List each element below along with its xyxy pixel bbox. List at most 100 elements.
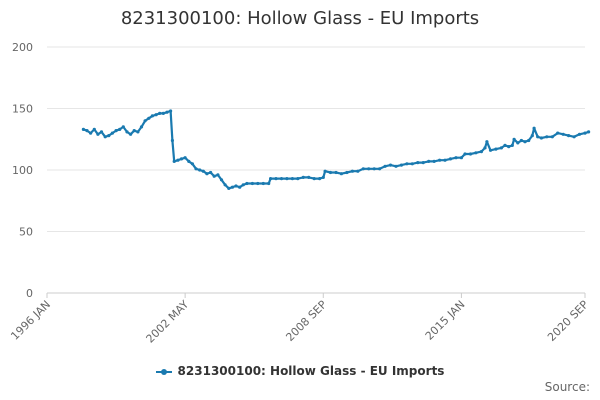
series-line[interactable] <box>83 109 589 190</box>
data-point[interactable] <box>209 170 213 175</box>
data-point[interactable] <box>503 143 507 147</box>
data-point[interactable] <box>212 174 216 178</box>
data-point[interactable] <box>296 177 300 181</box>
data-point[interactable] <box>183 156 187 160</box>
data-point[interactable] <box>312 177 316 181</box>
data-point[interactable] <box>510 143 514 147</box>
data-point[interactable] <box>361 167 365 171</box>
data-point[interactable] <box>301 175 305 179</box>
data-point[interactable] <box>483 146 487 150</box>
data-point[interactable] <box>567 134 571 138</box>
data-point[interactable] <box>89 131 93 135</box>
data-point[interactable] <box>170 138 174 143</box>
data-point[interactable] <box>488 148 493 152</box>
data-point[interactable] <box>334 170 338 175</box>
data-point[interactable] <box>219 178 224 182</box>
data-point[interactable] <box>443 158 447 162</box>
data-point[interactable] <box>227 186 231 190</box>
data-point[interactable] <box>427 159 431 163</box>
data-point[interactable] <box>169 109 173 113</box>
data-point[interactable] <box>107 134 111 138</box>
legend[interactable]: 8231300100: Hollow Glass - EU Imports <box>0 364 600 378</box>
data-point[interactable] <box>536 135 540 139</box>
data-point[interactable] <box>136 130 140 134</box>
data-point[interactable] <box>583 131 587 135</box>
data-point[interactable] <box>143 119 147 123</box>
data-point[interactable] <box>194 167 198 171</box>
data-point[interactable] <box>383 164 387 168</box>
data-point[interactable] <box>110 131 114 135</box>
data-point[interactable] <box>103 135 107 139</box>
data-point[interactable] <box>459 156 463 160</box>
data-point[interactable] <box>205 172 209 176</box>
data-point[interactable] <box>572 135 576 139</box>
data-point[interactable] <box>147 116 151 120</box>
data-point[interactable] <box>307 175 311 179</box>
data-point[interactable] <box>176 158 180 162</box>
data-point[interactable] <box>350 169 354 173</box>
data-point[interactable] <box>81 127 85 131</box>
data-point[interactable] <box>161 111 165 115</box>
data-point[interactable] <box>121 125 125 129</box>
data-point[interactable] <box>519 138 524 143</box>
data-point[interactable] <box>198 168 202 172</box>
data-point[interactable] <box>527 138 531 143</box>
data-point[interactable] <box>432 159 436 163</box>
data-point[interactable] <box>290 177 294 181</box>
data-point[interactable] <box>550 135 554 139</box>
data-point[interactable] <box>267 181 271 186</box>
data-point[interactable] <box>345 170 349 175</box>
data-point[interactable] <box>485 140 489 144</box>
data-point[interactable] <box>328 170 333 175</box>
data-point[interactable] <box>416 161 420 165</box>
data-point[interactable] <box>539 136 544 140</box>
data-point[interactable] <box>479 150 483 154</box>
data-point[interactable] <box>190 162 194 166</box>
data-point[interactable] <box>139 125 144 129</box>
data-point[interactable] <box>85 129 89 133</box>
data-point[interactable] <box>561 132 565 136</box>
data-point[interactable] <box>405 162 409 166</box>
data-point[interactable] <box>410 162 414 166</box>
data-point[interactable] <box>318 177 322 181</box>
data-point[interactable] <box>394 164 398 168</box>
data-point[interactable] <box>165 110 169 114</box>
data-point[interactable] <box>499 146 503 150</box>
data-point[interactable] <box>274 177 278 181</box>
data-point[interactable] <box>241 183 245 187</box>
data-point[interactable] <box>216 173 220 177</box>
data-point[interactable] <box>179 157 184 161</box>
data-point[interactable] <box>516 141 520 145</box>
data-point[interactable] <box>285 177 289 181</box>
data-point[interactable] <box>321 175 325 179</box>
data-point[interactable] <box>129 132 133 136</box>
data-point[interactable] <box>323 169 327 173</box>
data-point[interactable] <box>256 181 260 186</box>
data-point[interactable] <box>238 185 242 189</box>
data-point[interactable] <box>158 111 162 115</box>
data-point[interactable] <box>99 130 104 134</box>
data-point[interactable] <box>92 127 96 131</box>
data-point[interactable] <box>587 130 591 134</box>
data-point[interactable] <box>388 163 393 167</box>
data-point[interactable] <box>468 152 473 156</box>
data-point[interactable] <box>378 167 382 171</box>
data-point[interactable] <box>530 134 534 138</box>
data-point[interactable] <box>372 167 376 171</box>
data-point[interactable] <box>463 152 467 156</box>
data-point[interactable] <box>187 159 191 163</box>
data-point[interactable] <box>125 130 129 134</box>
data-point[interactable] <box>545 135 549 139</box>
data-point[interactable] <box>507 145 511 149</box>
data-point[interactable] <box>438 158 442 162</box>
data-point[interactable] <box>556 131 560 135</box>
data-point[interactable] <box>201 169 205 173</box>
data-point[interactable] <box>421 161 425 165</box>
data-point[interactable] <box>577 132 582 136</box>
data-point[interactable] <box>154 113 158 117</box>
data-point[interactable] <box>114 129 118 133</box>
data-point[interactable] <box>250 181 254 186</box>
data-point[interactable] <box>261 181 265 186</box>
data-point[interactable] <box>118 127 122 131</box>
data-point[interactable] <box>448 157 453 161</box>
